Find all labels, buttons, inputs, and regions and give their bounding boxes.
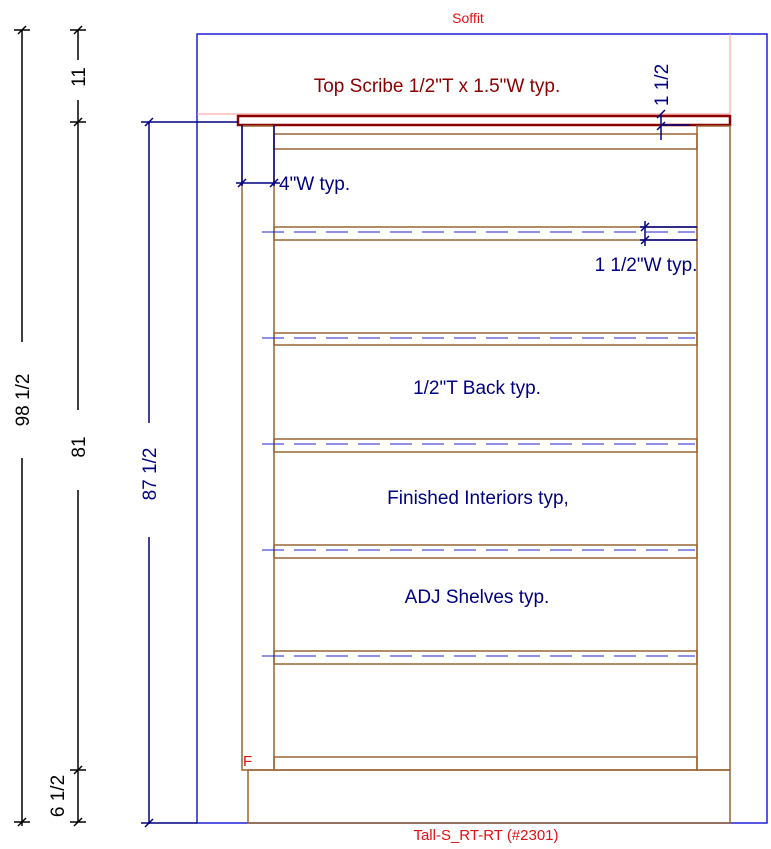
stile-width-dimension	[236, 125, 280, 188]
bottom-shelf	[273, 756, 698, 771]
left-stile	[241, 125, 275, 771]
finish-marker: F	[243, 753, 252, 770]
overall-height-dimension	[14, 25, 30, 827]
toe-kick-label: 6 1/2	[48, 775, 69, 817]
interiors-note: Finished Interiors typ,	[387, 488, 569, 509]
right-stile	[696, 125, 731, 771]
shelf-5	[273, 650, 698, 665]
shelf-1	[273, 226, 698, 241]
segment-dimensions	[70, 25, 86, 827]
cabinet-id-label: Tall-S_RT-RT (#2301)	[413, 827, 558, 844]
scribe-thickness-label: 1 1/2	[652, 64, 673, 106]
toe-kick	[247, 769, 731, 824]
top-scribe-note: Top Scribe 1/2"T x 1.5"W typ.	[314, 76, 561, 97]
back-note: 1/2"T Back typ.	[413, 378, 541, 399]
box-height-label: 87 1/2	[140, 448, 161, 501]
overall-height-label: 98 1/2	[13, 374, 34, 427]
shelf-2	[273, 332, 698, 346]
cabinet-body-label: 81	[69, 436, 90, 457]
top-gap-label: 11	[69, 67, 90, 87]
cabinet-body	[241, 125, 731, 824]
soffit-outline	[196, 33, 768, 824]
top-scribe	[236, 114, 732, 127]
stile-width-note: 4"W typ.	[279, 174, 350, 195]
shelf-edge-dimension	[640, 221, 697, 246]
box-height-dimension	[141, 117, 238, 828]
shelf-dash-lines	[262, 231, 695, 657]
shelves-note: ADJ Shelves typ.	[405, 587, 550, 608]
soffit-label: Soffit	[452, 10, 484, 26]
scribe-thickness-dimension	[656, 109, 690, 140]
shelf-3	[273, 438, 698, 453]
shelf-edge-note: 1 1/2"W typ.	[595, 255, 698, 276]
top-rail	[273, 133, 698, 150]
shelf-4	[273, 544, 698, 559]
